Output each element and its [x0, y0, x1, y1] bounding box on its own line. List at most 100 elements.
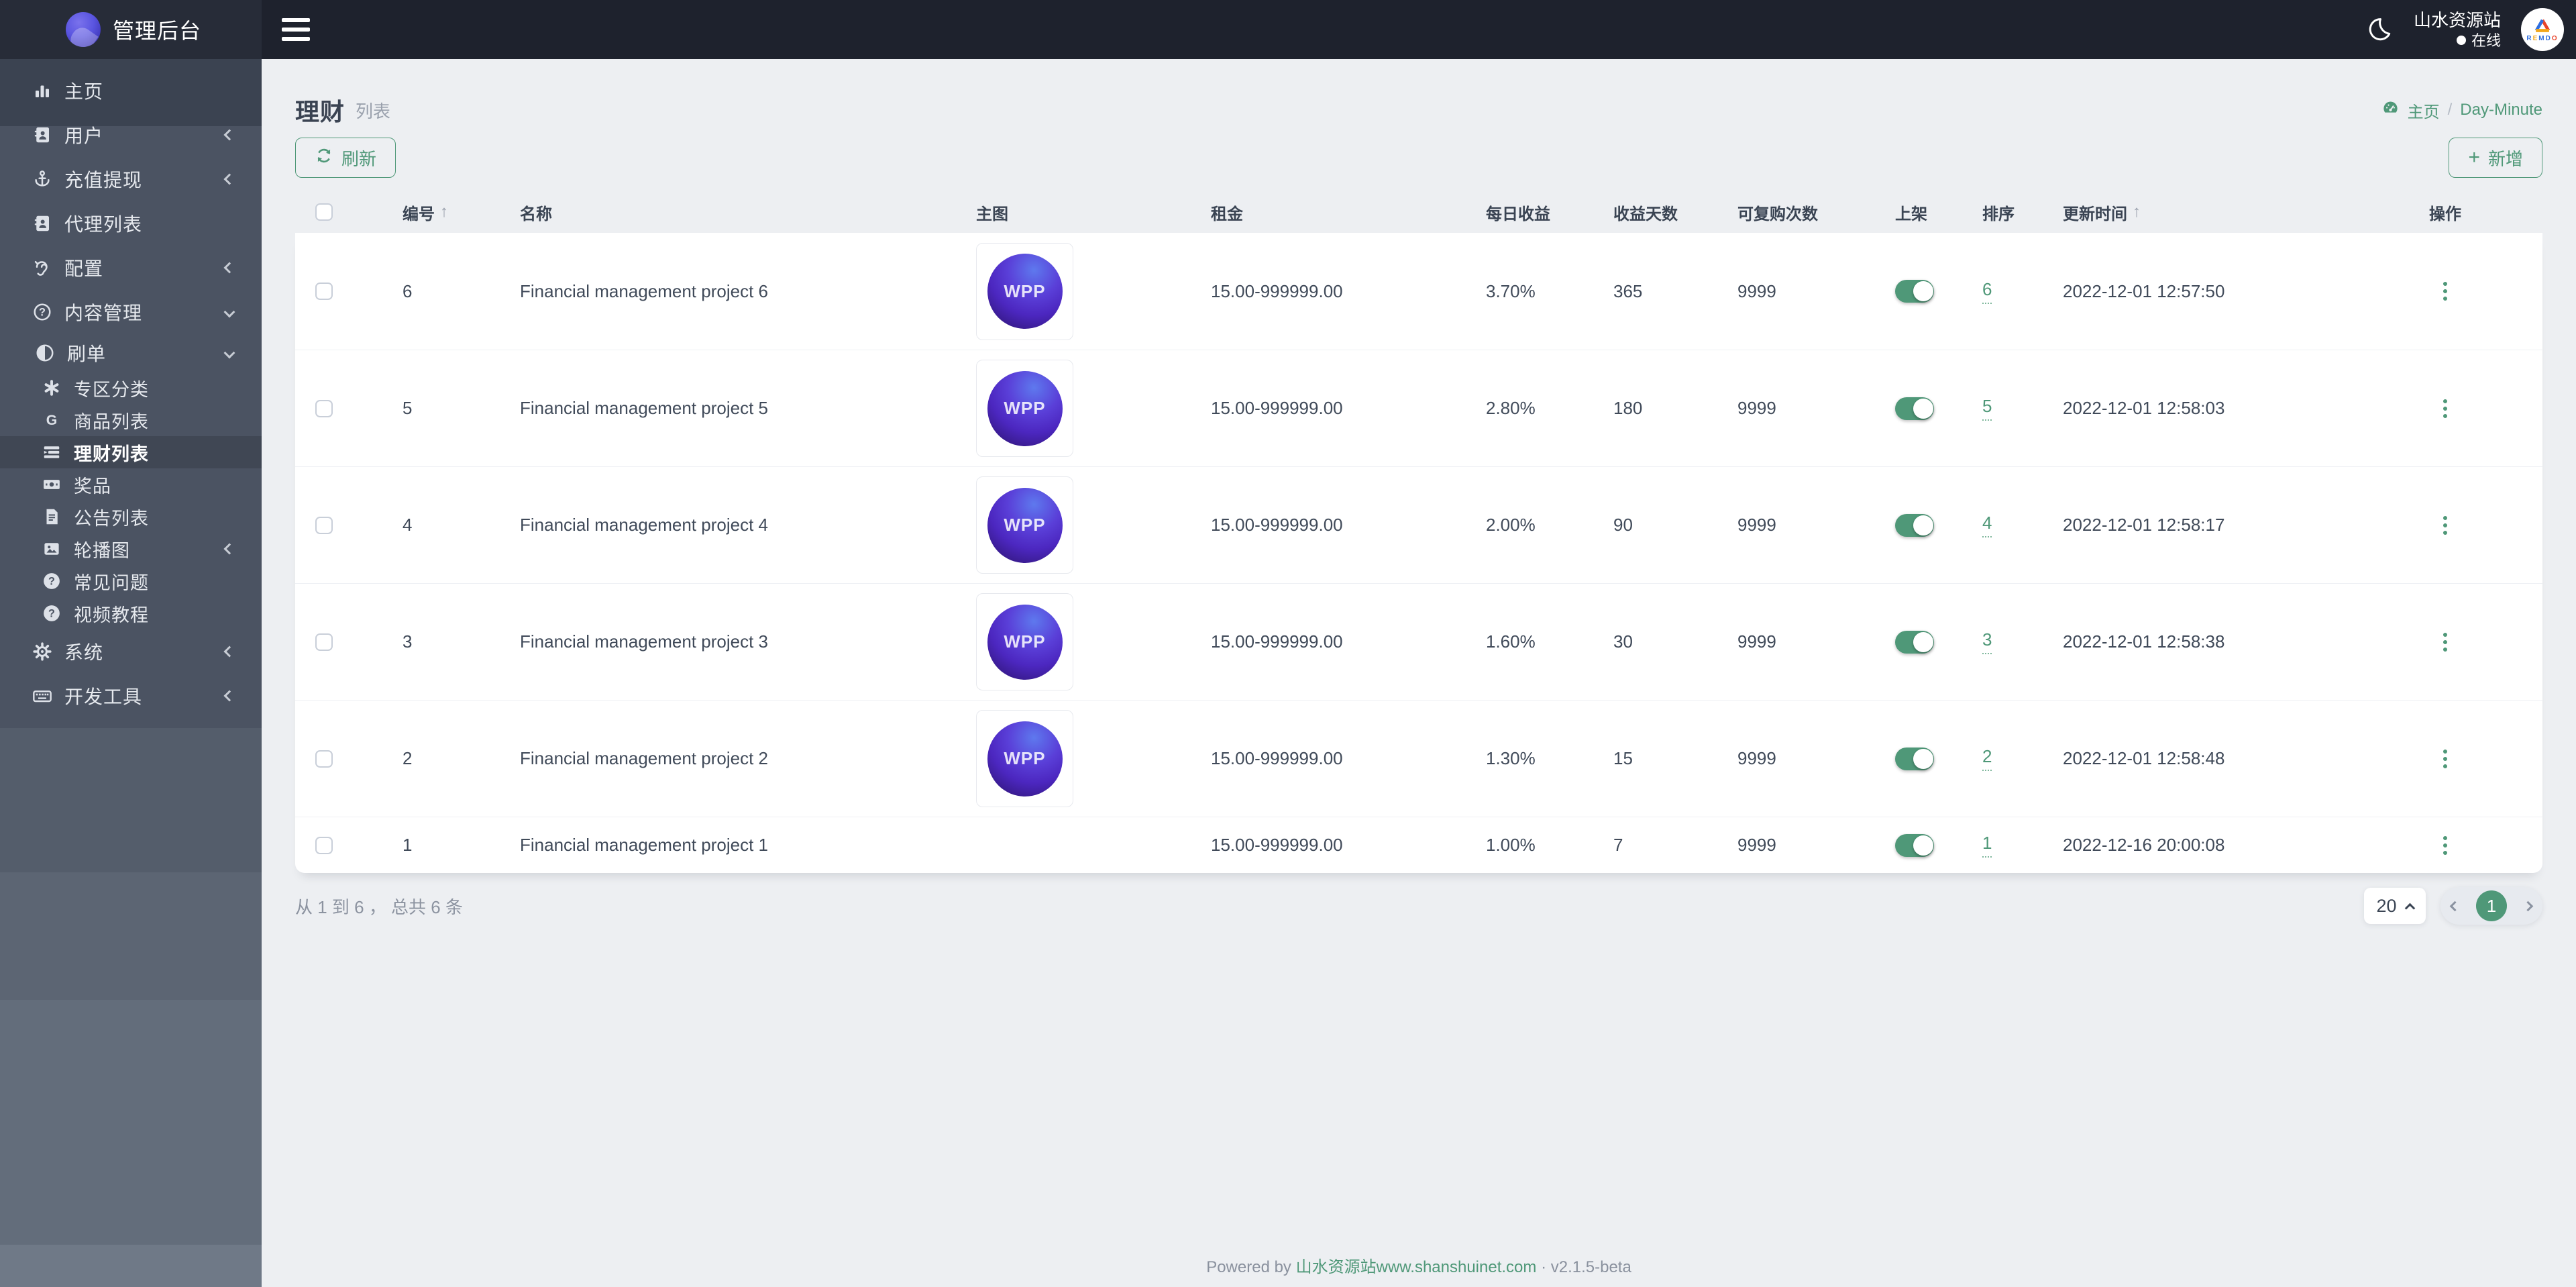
- adjust-icon: [32, 343, 58, 363]
- product-image[interactable]: WPP: [976, 593, 1073, 690]
- footer-powered: Powered by: [1206, 1258, 1291, 1276]
- table-header-checkbox[interactable]: [295, 203, 382, 221]
- sort-editable-link[interactable]: 5: [1982, 396, 1992, 421]
- sidebar-item-刷单[interactable]: 刷单: [0, 334, 262, 372]
- cell-income-days: 90: [1613, 515, 1633, 535]
- footer-link[interactable]: 山水资源站www.shanshuinet.com: [1295, 1258, 1537, 1276]
- cell-checkbox: [295, 399, 382, 417]
- sidebar-item-专区分类[interactable]: 专区分类: [0, 372, 262, 404]
- table-header-更新时间[interactable]: 更新时间 ↑: [2063, 203, 2141, 223]
- page-size-select[interactable]: 20: [2364, 888, 2426, 924]
- row-checkbox[interactable]: [315, 750, 333, 768]
- actions-menu-icon[interactable]: [2439, 278, 2451, 305]
- cell-updated: 2022-12-16 20:00:08: [2063, 835, 2225, 855]
- table-row: 2 Financial management project 2 WPP 15.…: [295, 700, 2542, 817]
- add-button[interactable]: + 新增: [2449, 138, 2542, 178]
- on-shelf-toggle[interactable]: [1895, 833, 1934, 857]
- prev-page-icon[interactable]: [2449, 900, 2461, 911]
- cell-number: 6: [402, 280, 413, 301]
- refresh-button[interactable]: 刷新: [295, 138, 396, 178]
- sort-editable-link[interactable]: 4: [1982, 513, 1992, 537]
- on-shelf-toggle[interactable]: [1895, 280, 1934, 303]
- cell-income-days: 7: [1613, 835, 1623, 855]
- sidebar-item-常见问题[interactable]: ? 常见问题: [0, 565, 262, 597]
- sidebar-item-用户[interactable]: 用户: [0, 113, 262, 157]
- product-image[interactable]: WPP: [976, 710, 1073, 807]
- table-row: 1 Financial management project 1 15.00-9…: [295, 817, 2542, 873]
- on-shelf-toggle[interactable]: [1895, 630, 1934, 654]
- product-image[interactable]: WPP: [976, 242, 1073, 340]
- cell-checkbox: [295, 282, 382, 300]
- sidebar-item-代理列表[interactable]: 代理列表: [0, 201, 262, 246]
- menu-toggle-icon[interactable]: [282, 18, 310, 41]
- sidebar-item-理财列表[interactable]: 理财列表: [0, 436, 262, 468]
- cell-updated: 2022-12-01 12:58:48: [2063, 748, 2225, 768]
- sidebar-item-视频教程[interactable]: ? 视频教程: [0, 597, 262, 629]
- table-header-主图[interactable]: 主图: [976, 205, 1008, 223]
- table-header-上架[interactable]: 上架: [1895, 205, 1927, 223]
- cell-repurchase: 9999: [1737, 835, 1776, 855]
- current-page-button[interactable]: 1: [2476, 890, 2507, 921]
- row-checkbox[interactable]: [315, 836, 333, 854]
- chevron-left-icon: [223, 543, 235, 555]
- sort-editable-link[interactable]: 6: [1982, 279, 1992, 304]
- sidebar-item-开发工具[interactable]: 开发工具: [0, 674, 262, 718]
- avatar[interactable]: REMDO: [2521, 8, 2564, 51]
- pagination-controls: 20 1: [2364, 887, 2542, 925]
- sidebar-item-奖品[interactable]: 奖品: [0, 468, 262, 501]
- topbar: 管理后台 山水资源站 在线 REMDO: [0, 0, 2576, 59]
- product-image[interactable]: WPP: [976, 360, 1073, 457]
- table-header-可复购次数[interactable]: 可复购次数: [1737, 205, 1818, 223]
- table-header-租金[interactable]: 租金: [1211, 205, 1243, 223]
- cell-checkbox: [295, 836, 382, 854]
- sidebar-item-系统[interactable]: 系统: [0, 629, 262, 674]
- table-header-每日收益[interactable]: 每日收益: [1486, 205, 1550, 223]
- sidebar-item-内容管理[interactable]: ? 内容管理: [0, 290, 262, 334]
- on-shelf-toggle[interactable]: [1895, 747, 1934, 770]
- table-header-名称[interactable]: 名称: [520, 205, 552, 223]
- actions-menu-icon[interactable]: [2439, 395, 2451, 422]
- user-info[interactable]: 山水资源站 在线: [2414, 9, 2501, 50]
- sidebar-item-充值提现[interactable]: 充值提现: [0, 157, 262, 201]
- next-page-icon[interactable]: [2522, 900, 2534, 911]
- table-header-收益天数[interactable]: 收益天数: [1613, 205, 1678, 223]
- cell-rent: 15.00-999999.00: [1211, 835, 1343, 855]
- actions-menu-icon[interactable]: [2439, 832, 2451, 859]
- table-header-排序[interactable]: 排序: [1982, 205, 2015, 223]
- sidebar-item-轮播图[interactable]: 轮播图: [0, 533, 262, 565]
- row-checkbox[interactable]: [315, 516, 333, 534]
- dashboard-icon: [2381, 99, 2400, 121]
- sort-editable-link[interactable]: 1: [1982, 833, 1992, 858]
- sort-editable-link[interactable]: 2: [1982, 746, 1992, 771]
- sidebar-item-公告列表[interactable]: 公告列表: [0, 501, 262, 533]
- select-all-checkbox[interactable]: [315, 203, 333, 221]
- topbar-right: 山水资源站 在线 REMDO: [2364, 0, 2564, 59]
- breadcrumb-home[interactable]: 主页: [2407, 103, 2440, 121]
- row-checkbox[interactable]: [315, 633, 333, 651]
- cell-image: WPP: [956, 242, 1191, 340]
- table-header-操作[interactable]: 操作: [2429, 205, 2461, 223]
- sidebar-item-商品列表[interactable]: G 商品列表: [0, 404, 262, 436]
- toolbar: 刷新 + 新增: [295, 138, 2542, 179]
- brand[interactable]: 管理后台: [0, 0, 262, 59]
- product-image[interactable]: WPP: [976, 476, 1073, 574]
- on-shelf-toggle[interactable]: [1895, 513, 1934, 537]
- sidebar-item-配置[interactable]: 配置: [0, 246, 262, 290]
- sidebar-item-主页[interactable]: 主页: [0, 68, 262, 113]
- actions-menu-icon[interactable]: [2439, 629, 2451, 656]
- actions-menu-icon[interactable]: [2439, 512, 2451, 539]
- sort-editable-link[interactable]: 3: [1982, 629, 1992, 654]
- sidebar: 主页 用户 充值提现 代理列表 配置 ? 内容管理 刷单 专区分类 G 商品列表…: [0, 59, 262, 1287]
- row-checkbox[interactable]: [315, 282, 333, 300]
- list-icon: [39, 442, 64, 462]
- sidebar-nav: 主页 用户 充值提现 代理列表 配置 ? 内容管理 刷单 专区分类 G 商品列表…: [0, 59, 262, 718]
- money-icon: [39, 474, 64, 495]
- cell-repurchase: 9999: [1737, 515, 1776, 535]
- actions-menu-icon[interactable]: [2439, 745, 2451, 772]
- row-checkbox[interactable]: [315, 399, 333, 417]
- ear-icon: [30, 258, 55, 278]
- dark-mode-moon-icon[interactable]: [2364, 15, 2394, 44]
- on-shelf-toggle[interactable]: [1895, 397, 1934, 420]
- table-header-编号[interactable]: 编号 ↑: [402, 203, 448, 223]
- footer: Powered by 山水资源站www.shanshuinet.com · v2…: [262, 1253, 2576, 1277]
